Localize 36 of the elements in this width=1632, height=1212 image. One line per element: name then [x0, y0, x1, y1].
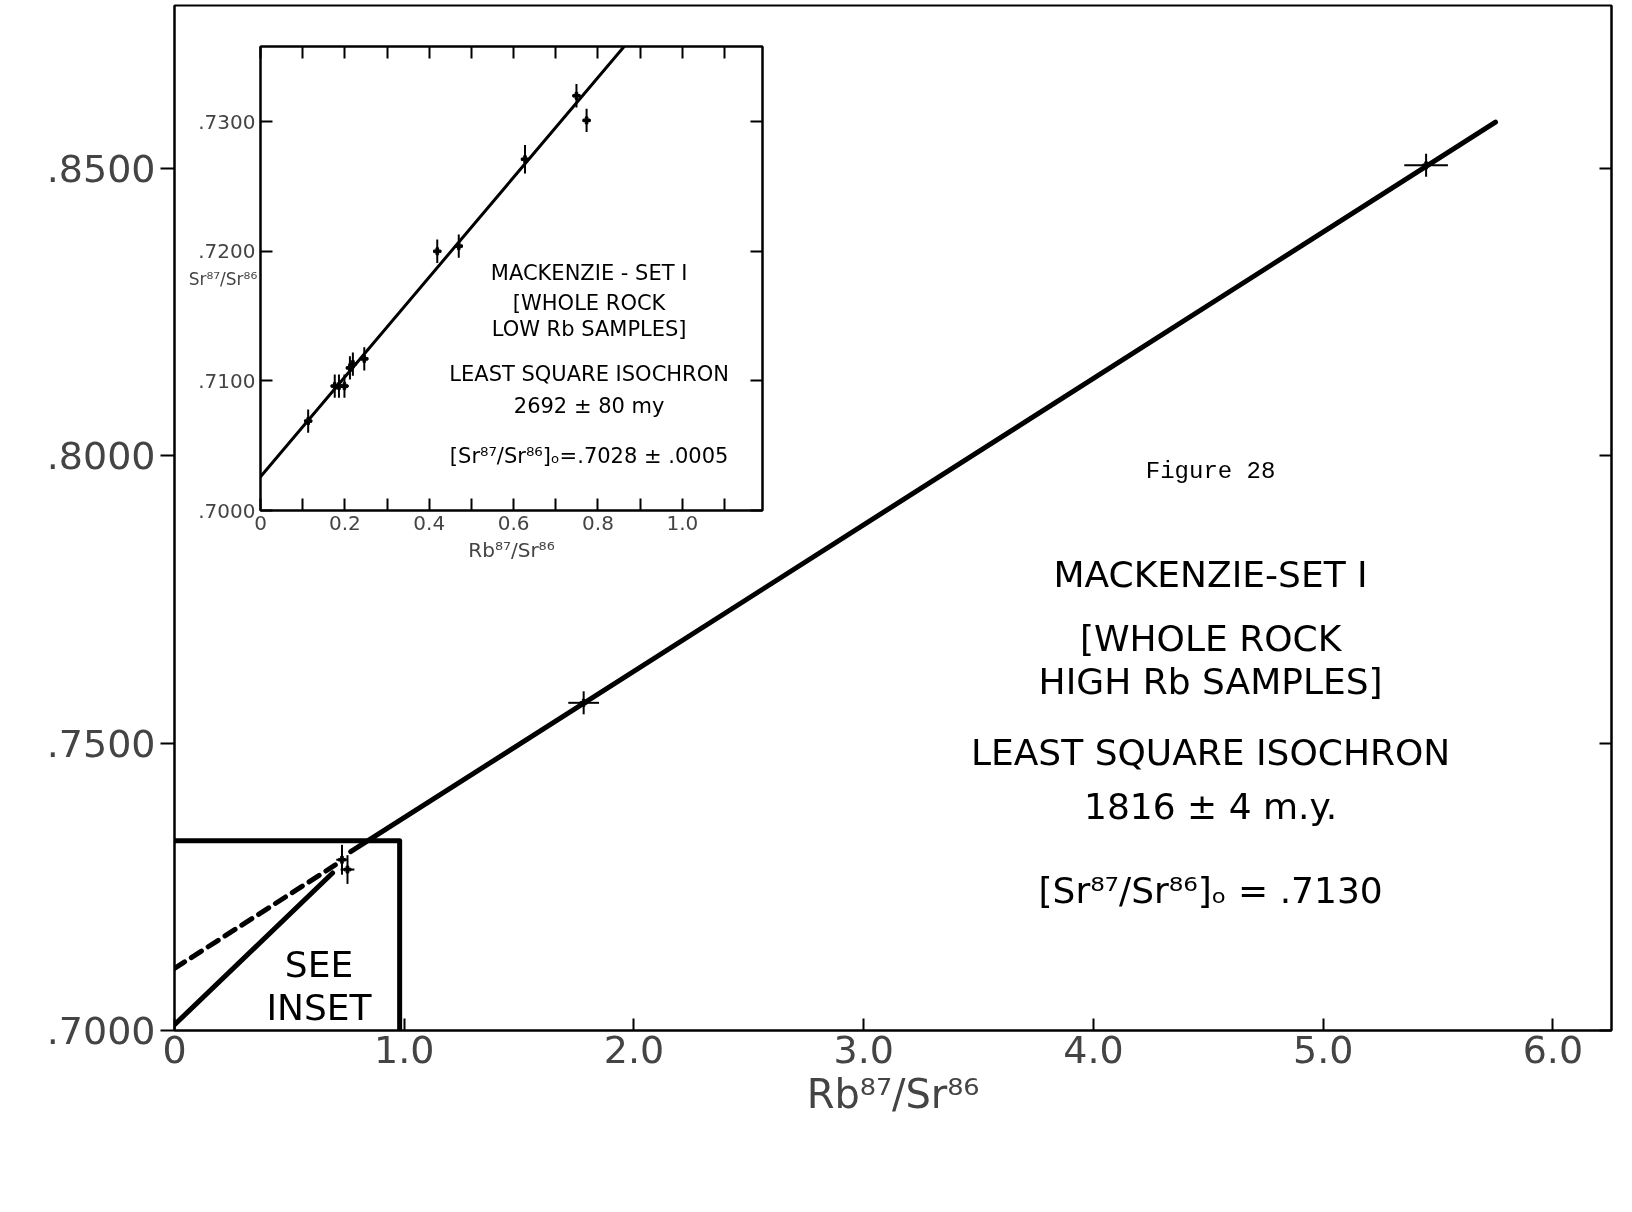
annotation: [WHOLE ROCK HIGH Rb SAMPLES]	[1038, 617, 1383, 702]
y-tick-label: .7000	[198, 498, 256, 523]
annotation: LEAST SQUARE ISOCHRON	[970, 731, 1451, 773]
x-tick-label: 0.2	[328, 510, 361, 535]
x-tick-label: 0.6	[497, 510, 530, 535]
y-tick-label: .8500	[46, 146, 156, 191]
annotation: MACKENZIE - SET I	[490, 261, 688, 286]
x-tick-label: 6.0	[1522, 1027, 1584, 1072]
x-axis-title: Rb⁸⁷/Sr⁸⁶	[806, 1070, 980, 1117]
y-tick-label: .7200	[198, 239, 256, 264]
y-tick-label: .7500	[46, 721, 156, 766]
x-tick-label: 1.0	[374, 1027, 435, 1072]
x-tick-label: 0.8	[582, 510, 614, 535]
y-tick-label: .8000	[46, 434, 156, 479]
annotation: SEE INSET	[266, 944, 373, 1029]
x-tick-label: 5.0	[1292, 1027, 1354, 1072]
y-tick-label: .7100	[198, 368, 256, 393]
x-tick-label: 0	[162, 1027, 187, 1072]
x-tick-label: 3.0	[833, 1027, 894, 1072]
x-tick-label: 0	[254, 510, 267, 535]
x-axis-title: Rb⁸⁷/Sr⁸⁶	[468, 537, 555, 562]
x-tick-label: 2.0	[603, 1027, 665, 1072]
x-tick-label: 0.4	[413, 510, 446, 535]
x-tick-label: 1.0	[666, 510, 699, 535]
annotation: Figure 28	[1145, 457, 1276, 485]
annotation: 2692 ± 80 my	[513, 393, 665, 418]
y-tick-label: .7000	[46, 1009, 156, 1053]
annotation: LEAST SQUARE ISOCHRON	[449, 362, 729, 387]
x-tick-label: 4.0	[1063, 1027, 1124, 1072]
annotation: [Sr⁸⁷/Sr⁸⁶]ₒ = .7130	[1038, 870, 1383, 912]
annotation: 1816 ± 4 m.y.	[1084, 786, 1338, 828]
y-tick-label: .7300	[198, 109, 256, 134]
y-axis-title: Sr⁸⁷/Sr⁸⁶	[188, 268, 258, 289]
annotation: MACKENZIE-SET I	[1053, 553, 1368, 595]
annotation: [WHOLE ROCK LOW Rb SAMPLES]	[491, 291, 687, 341]
annotation: [Sr⁸⁷/Sr⁸⁶]ₒ=.7028 ± .0005	[449, 444, 729, 469]
